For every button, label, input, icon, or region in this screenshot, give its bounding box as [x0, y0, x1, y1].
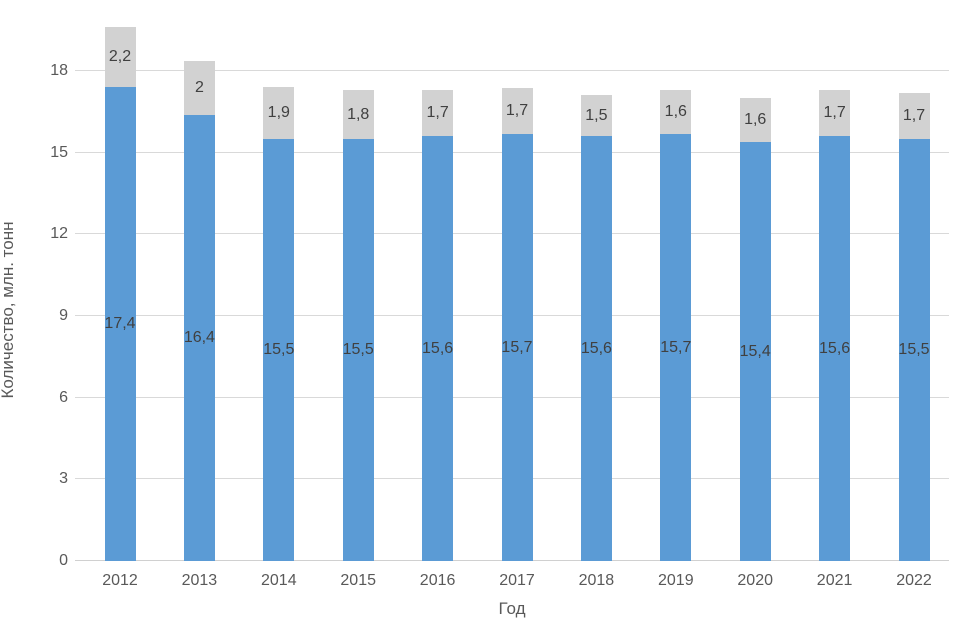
data-label-blue-2015: 15,5: [342, 341, 374, 358]
x-tick-label-2021: 2021: [816, 572, 853, 589]
y-tick-label: 15: [50, 143, 68, 161]
data-label-gray-2019: 1,6: [664, 103, 687, 120]
x-axis-title: Год: [498, 599, 526, 618]
bar-segment-gray-2012: [104, 27, 136, 87]
y-tick-label: 18: [50, 62, 68, 80]
bar-segment-blue-2016: [422, 136, 454, 561]
x-tick-label-2022: 2022: [896, 572, 932, 589]
data-label-blue-2016: 15,6: [422, 339, 454, 357]
data-label-gray-2012: 2,2: [108, 48, 132, 65]
bar-segment-gray-2016: [422, 90, 454, 136]
x-tick-label-2013: 2013: [181, 572, 218, 589]
data-label-blue-2021: 15,6: [819, 339, 851, 357]
bar-segment-blue-2015: [342, 139, 374, 561]
x-tick-label-2015: 2015: [340, 572, 376, 589]
x-tick-label-2016: 2016: [419, 572, 456, 589]
bar-segment-blue-2022: [898, 139, 930, 561]
data-label-blue-2012: 17,4: [104, 315, 136, 332]
data-label-gray-2020: 1,6: [744, 111, 767, 128]
data-label-blue-2014: 15,5: [263, 341, 295, 358]
bar-segment-gray-2018: [580, 95, 612, 136]
data-label-gray-2016: 1,7: [426, 104, 449, 121]
bar-segment-gray-2014: [263, 87, 295, 139]
x-tick-label-2020: 2020: [737, 572, 773, 589]
plot-area: 17,4 2,2 16,4 2 15,5 1,9 15,5 1,8 15,6 1,7 15,7 1,7…: [75, 0, 949, 561]
y-tick-label: 12: [50, 225, 68, 243]
data-label-gray-2013: 2: [194, 79, 204, 96]
x-tick-label-2018: 2018: [578, 572, 615, 589]
bar-segment-gray-2020: [739, 98, 771, 142]
bar-segment-blue-2012: [104, 87, 136, 561]
x-tick-label-2019: 2019: [658, 572, 694, 589]
x-tick-label-2017: 2017: [499, 572, 535, 589]
data-label-blue-2022: 15,5: [898, 341, 930, 358]
bar-segment-gray-2013: [183, 61, 215, 115]
data-label-blue-2018: 15,6: [580, 339, 612, 357]
data-label-blue-2019: 15,7: [660, 338, 692, 356]
data-label-gray-2017: 1,7: [505, 102, 529, 119]
y-tick-label: 3: [59, 470, 68, 488]
data-label-gray-2022: 1,7: [902, 107, 926, 124]
x-tick-label-2012: 2012: [102, 572, 138, 589]
data-label-gray-2014: 1,9: [267, 104, 290, 121]
bar-segment-gray-2019: [660, 90, 692, 134]
y-tick-label: 9: [59, 307, 68, 325]
x-tick-label-2014: 2014: [261, 572, 297, 589]
y-tick-label: 0: [59, 552, 68, 569]
data-label-blue-2017: 15,7: [501, 338, 533, 356]
data-label-blue-2020: 15,4: [739, 342, 771, 360]
bar-segment-gray-2015: [342, 90, 374, 139]
bar-segment-blue-2020: [739, 142, 771, 561]
data-label-gray-2015: 1,8: [347, 105, 370, 123]
data-label-blue-2013: 16,4: [183, 329, 215, 346]
bar-segment-gray-2017: [501, 88, 533, 134]
bar-segment-gray-2021: [819, 90, 851, 136]
data-label-gray-2021: 1,7: [823, 104, 846, 121]
bar-segment-blue-2018: [580, 136, 612, 561]
y-tick-label: 6: [59, 388, 68, 406]
bar-segment-blue-2013: [183, 115, 215, 561]
gridline-y-18: [75, 70, 949, 72]
bar-segment-blue-2014: [263, 139, 295, 561]
bar-segment-gray-2022: [898, 93, 930, 139]
data-label-gray-2018: 1,5: [585, 106, 608, 124]
bar-segment-blue-2017: [501, 134, 533, 561]
bar-segment-blue-2019: [660, 134, 692, 561]
bar-segment-blue-2021: [819, 136, 851, 561]
